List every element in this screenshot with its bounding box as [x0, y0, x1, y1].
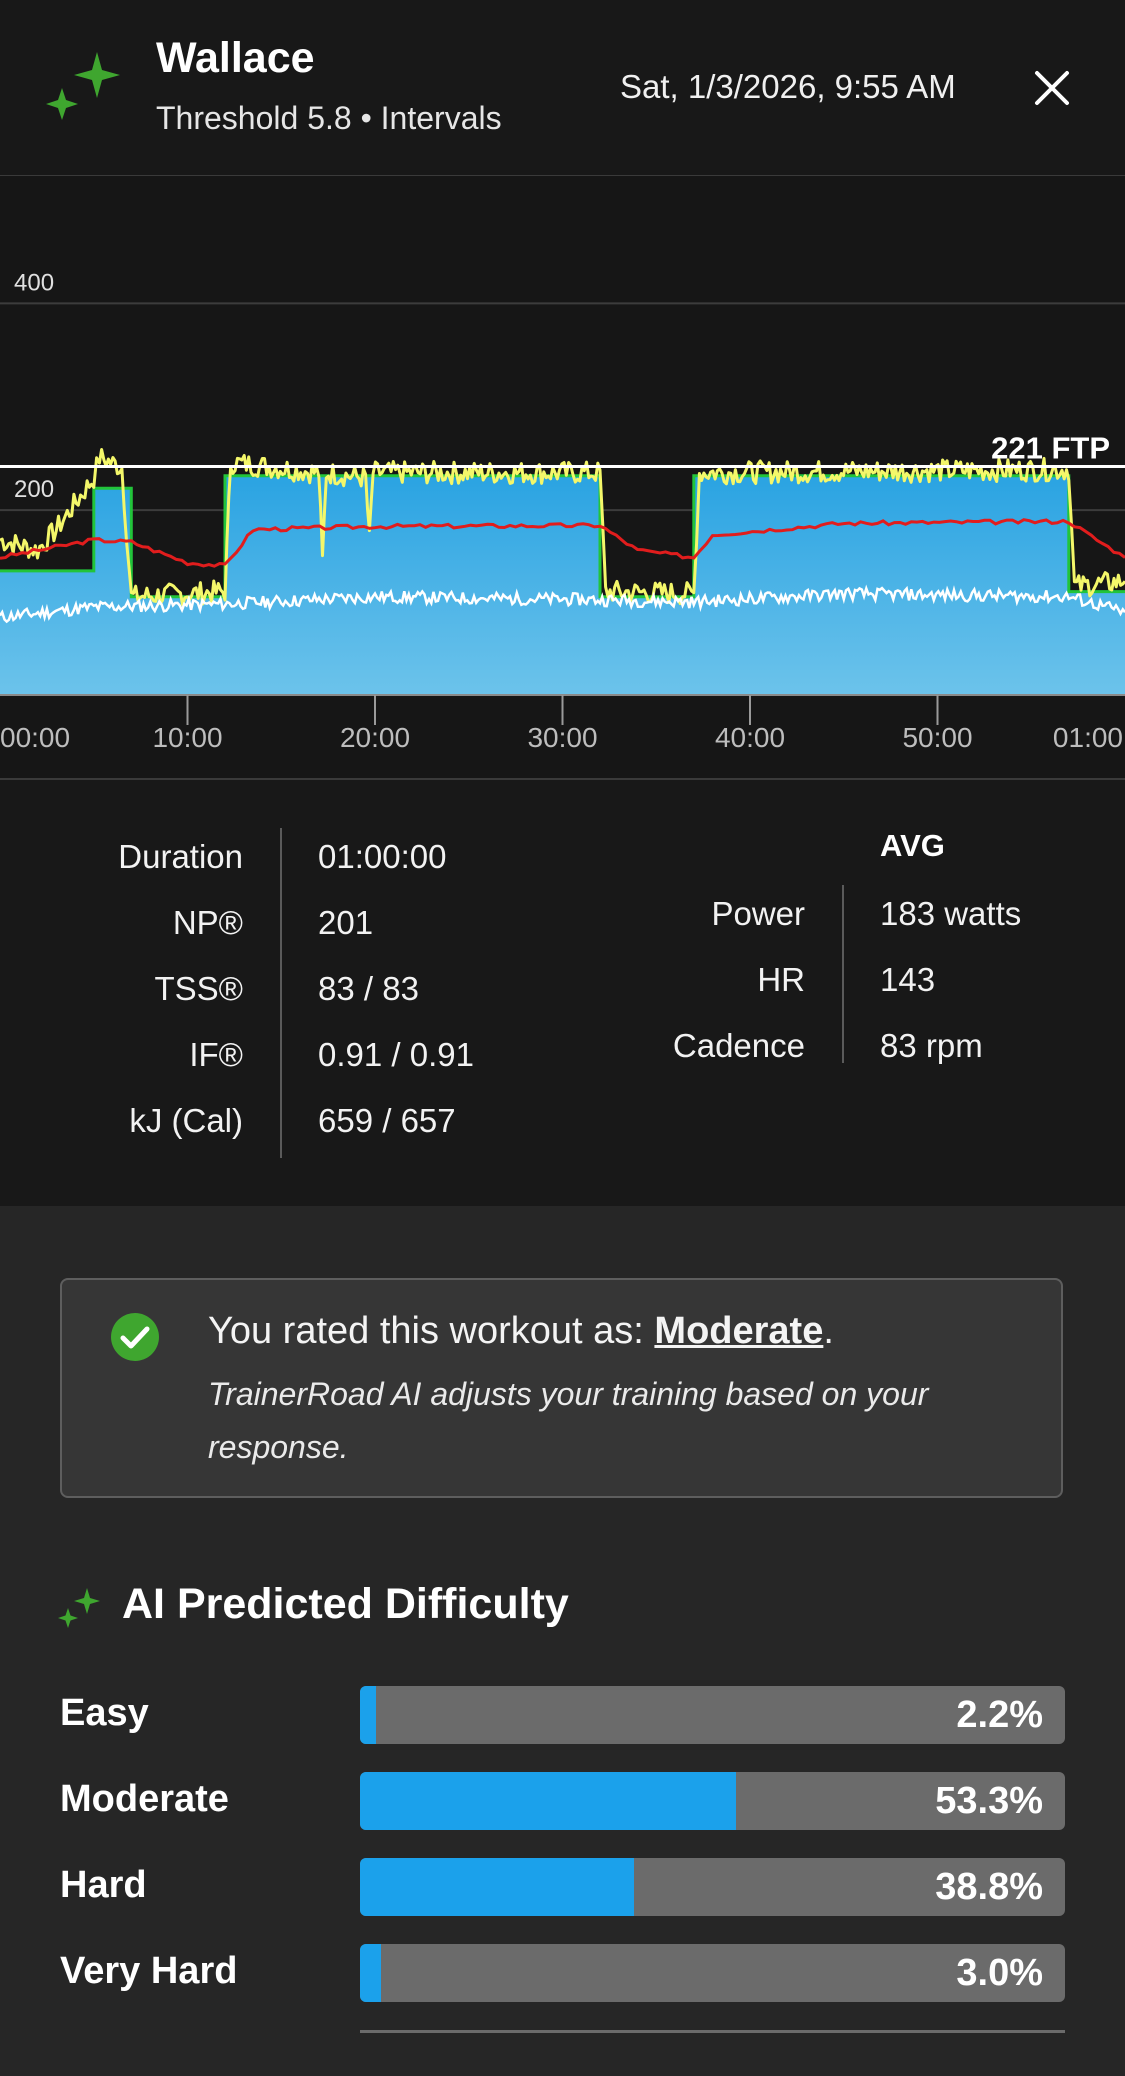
heart-rate-line — [0, 518, 1125, 568]
avg-heading: AVG — [880, 828, 945, 863]
y-tick-label: 400 — [14, 269, 54, 296]
avg-label: Cadence — [672, 1027, 805, 1064]
stat-label: NP® — [172, 904, 243, 941]
avg-label: HR — [757, 961, 805, 998]
avg-label: Power — [711, 895, 805, 932]
check-circle-icon — [111, 1313, 159, 1361]
difficulty-bar-fill — [360, 1686, 376, 1744]
x-tick-label: 40:00 — [715, 722, 785, 753]
stat-value: 83 / 83 — [318, 970, 419, 1007]
stat-value: 201 — [318, 904, 374, 941]
avg-value: 83 rpm — [880, 1027, 983, 1064]
rating-text: You rated this workout as: Moderate. — [208, 1310, 834, 1353]
difficulty-bar: 38.8% — [360, 1858, 1065, 1916]
x-tick-label: 50:00 — [902, 722, 972, 753]
x-tick-label: 10:00 — [152, 722, 222, 753]
x-tick-label: 20:00 — [340, 722, 410, 753]
stat-value: 01:00:00 — [318, 838, 447, 875]
difficulty-bar-fill — [360, 1944, 382, 2002]
avg-value: 183 watts — [880, 895, 1022, 932]
difficulty-value: 3.0% — [956, 1952, 1043, 1994]
difficulty-label: Hard — [60, 1864, 147, 1906]
stat-label: kJ (Cal) — [129, 1102, 243, 1139]
x-tick-label: 00:00 — [0, 722, 70, 753]
workout-chart: 400 200 221 FTP 00:00 10:00 20:00 30:00 40:00… — [0, 175, 1125, 780]
rating-suffix: . — [823, 1310, 834, 1352]
avg-separator — [842, 885, 844, 1063]
stat-label: Duration — [118, 838, 243, 875]
difficulty-value: 53.3% — [935, 1780, 1043, 1822]
stat-value: 0.91 / 0.91 — [318, 1036, 474, 1073]
difficulty-bar-fill — [360, 1858, 634, 1916]
difficulty-bar: 3.0% — [360, 1944, 1065, 2002]
difficulty-bottom-rule — [360, 2030, 1065, 2033]
difficulty-bar: 53.3% — [360, 1772, 1065, 1830]
rating-prefix: You rated this workout as: — [208, 1310, 655, 1352]
y-tick-label: 200 — [14, 476, 54, 503]
workout-title: Wallace — [156, 34, 315, 82]
ftp-label: 221 FTP — [991, 430, 1110, 465]
difficulty-bar: 2.2% — [360, 1686, 1065, 1744]
stat-value: 659 / 657 — [318, 1102, 456, 1139]
difficulty-value: 38.8% — [935, 1866, 1043, 1908]
sparkle-icon — [58, 1588, 100, 1628]
workout-stats: Duration 01:00:00 NP® 201 TSS® 83 / 83 IF® 0.91… — [0, 780, 1125, 1206]
rating-card: You rated this workout as: Moderate. Tra… — [60, 1278, 1063, 1498]
power-chart-svg: 400 200 221 FTP 00:00 10:00 20:00 30:00 40:00… — [0, 175, 1125, 780]
workout-subtitle: Threshold 5.8 • Intervals — [156, 100, 502, 136]
difficulty-label: Moderate — [60, 1778, 229, 1820]
difficulty-bar-fill — [360, 1772, 736, 1830]
workout-header: Wallace Threshold 5.8 • Intervals Sat, 1… — [0, 0, 1125, 175]
cadence-line — [0, 584, 1125, 624]
stats-separator — [280, 828, 282, 1158]
stat-label: TSS® — [154, 970, 244, 1007]
avg-value: 143 — [880, 961, 936, 998]
difficulty-title: AI Predicted Difficulty — [122, 1580, 569, 1628]
sparkle-icon — [46, 52, 120, 120]
difficulty-value: 2.2% — [956, 1694, 1043, 1736]
rating-note: TrainerRoad AI adjusts your training bas… — [208, 1376, 929, 1465]
x-tick-label: 30:00 — [527, 722, 597, 753]
close-icon[interactable] — [1028, 64, 1076, 112]
x-tick-label: 01:00 — [1053, 722, 1123, 753]
difficulty-label: Very Hard — [60, 1950, 238, 1992]
rating-value-link[interactable]: Moderate — [654, 1310, 824, 1352]
workout-datetime: Sat, 1/3/2026, 9:55 AM — [620, 68, 956, 105]
difficulty-label: Easy — [60, 1692, 149, 1734]
stat-label: IF® — [189, 1036, 243, 1073]
